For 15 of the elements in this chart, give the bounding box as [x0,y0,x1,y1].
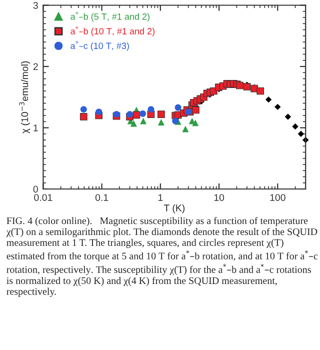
text: FIG. 4 (color online). Magnetic susceptibility as a function of temperature χ(T) on a semilogarithmic plot. The diamonds denote the result of the SQUID measurement at 1 T. The triangles, squares, and circles represent χ(T) estimated from the torque at 5 and 10 T for a$^{*}$–b rotation, and at 10 T for a$^{*}$–c rotation, respectively. The susceptibility χ(T) for the a$^{*}$–b and a$^{*}$–c rotations is normalized to χ(50 K) and χ(4 K) from the SQUID measurement, respectively. [6,217,318,297]
x-tick-label: 1 [158,194,163,201]
legend-label: a$^{*}$–b (5 T, #1 and 2) [70,12,150,22]
y-axis-title: χ (10$^{−3}$emu/mol) [19,61,30,134]
x-tick-label: 10 [214,194,224,201]
x-tick-label: 100 [270,194,286,201]
legend-label: a$^{*}$–c (10 T, #3) [70,40,129,51]
x-axis-title: T (K) [164,204,185,214]
x-tick-label: 0.01 [34,194,52,201]
x-tick-label: 0.1 [95,194,108,201]
y-tick-label: 1 [34,124,38,132]
y-tick-label: 3 [33,2,38,9]
legend-label: a$^{*}$–b (10 T, #1 and 2) [70,26,155,36]
y-tick-label: 0 [33,186,38,193]
y-tick-label: 2 [33,63,38,70]
